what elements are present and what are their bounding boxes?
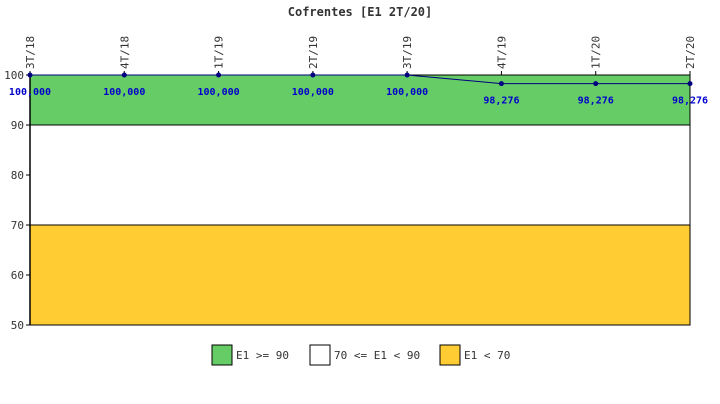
y-tick-label: 60 <box>11 269 24 282</box>
data-label: 100,000 <box>9 87 51 98</box>
legend: E1 >= 90 70 <= E1 < 90 E1 < 70 <box>211 344 510 366</box>
series-line <box>30 74 690 85</box>
x-tick-label: 2T/19 <box>307 36 320 69</box>
x-tick-label: 3T/18 <box>24 36 37 69</box>
data-label: 100,000 <box>386 87 428 98</box>
data-label: 100,000 <box>103 87 145 98</box>
data-point <box>216 72 222 78</box>
x-tick-label: 1T/20 <box>590 36 603 69</box>
y-tick-label: 50 <box>11 319 24 332</box>
data-point <box>27 72 33 78</box>
data-point <box>310 72 316 78</box>
data-label: 100,000 <box>197 87 239 98</box>
y-tick-label: 70 <box>11 219 24 232</box>
y-tick-label: 90 <box>11 119 24 132</box>
legend-label: E1 >= 90 <box>236 349 289 362</box>
legend-swatch <box>211 344 233 366</box>
legend-label: E1 < 70 <box>464 349 510 362</box>
band-1 <box>29 124 691 226</box>
y-tick-label: 100 <box>4 69 24 82</box>
data-point <box>498 81 504 87</box>
x-tick-label: 1T/19 <box>213 36 226 69</box>
x-tick-label: 2T/20 <box>684 36 697 69</box>
data-point <box>404 72 410 78</box>
x-tick-label: 4T/18 <box>118 36 131 69</box>
y-tick-label: 80 <box>11 169 24 182</box>
band-2 <box>29 224 691 326</box>
data-label: 100,000 <box>292 87 334 98</box>
x-tick-label: 4T/19 <box>495 36 508 69</box>
data-label: 98,276 <box>672 96 708 107</box>
data-point <box>121 72 127 78</box>
legend-swatch <box>309 344 331 366</box>
data-point <box>687 81 693 87</box>
legend-label: 70 <= E1 < 90 <box>334 349 420 362</box>
series-layer: 100,000 100,000 100,000 100,000 100,000 98,27… <box>9 72 708 107</box>
x-tick-label: 3T/19 <box>401 36 414 69</box>
legend-swatch <box>439 344 461 366</box>
chart-title: Cofrentes [E1 2T/20] <box>288 5 433 19</box>
bands-layer <box>29 74 691 326</box>
data-label: 98,276 <box>578 96 614 107</box>
data-point <box>593 81 599 87</box>
data-label: 98,276 <box>483 96 519 107</box>
